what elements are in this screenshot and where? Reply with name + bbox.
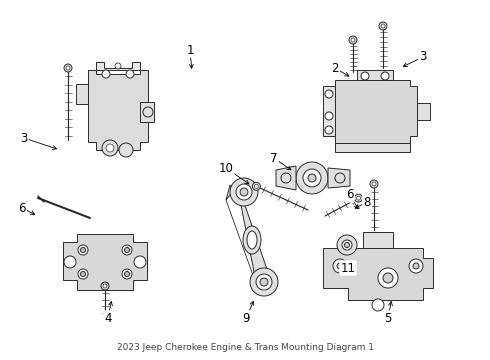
Circle shape bbox=[378, 268, 398, 288]
Circle shape bbox=[119, 143, 133, 157]
Polygon shape bbox=[323, 248, 433, 300]
Text: 10: 10 bbox=[219, 162, 233, 175]
Circle shape bbox=[78, 245, 88, 255]
Circle shape bbox=[325, 90, 333, 98]
Circle shape bbox=[409, 259, 423, 273]
Polygon shape bbox=[323, 86, 335, 136]
Circle shape bbox=[303, 169, 321, 187]
Text: 4: 4 bbox=[104, 311, 112, 324]
Ellipse shape bbox=[243, 226, 261, 254]
Circle shape bbox=[349, 36, 357, 44]
Text: 5: 5 bbox=[384, 311, 392, 324]
Circle shape bbox=[372, 299, 384, 311]
Text: 9: 9 bbox=[242, 311, 250, 324]
Circle shape bbox=[80, 271, 85, 276]
Circle shape bbox=[134, 256, 146, 268]
Circle shape bbox=[240, 188, 248, 196]
Circle shape bbox=[333, 259, 347, 273]
Circle shape bbox=[379, 22, 387, 30]
Circle shape bbox=[126, 70, 134, 78]
Circle shape bbox=[80, 248, 85, 252]
Text: 3: 3 bbox=[419, 50, 427, 63]
Circle shape bbox=[308, 174, 316, 182]
Polygon shape bbox=[88, 70, 148, 150]
Circle shape bbox=[236, 184, 252, 200]
Circle shape bbox=[260, 278, 268, 286]
Circle shape bbox=[101, 282, 109, 290]
Text: 3: 3 bbox=[20, 131, 28, 144]
Polygon shape bbox=[96, 62, 140, 70]
Polygon shape bbox=[140, 102, 154, 122]
Circle shape bbox=[143, 107, 153, 117]
Circle shape bbox=[230, 178, 258, 206]
Circle shape bbox=[361, 72, 369, 80]
Circle shape bbox=[103, 284, 107, 288]
Circle shape bbox=[383, 273, 393, 283]
Polygon shape bbox=[276, 166, 296, 190]
Text: 8: 8 bbox=[363, 195, 371, 208]
Circle shape bbox=[325, 112, 333, 120]
Circle shape bbox=[372, 182, 376, 186]
Text: 2: 2 bbox=[331, 62, 339, 75]
Circle shape bbox=[250, 268, 278, 296]
Polygon shape bbox=[357, 70, 393, 80]
Circle shape bbox=[102, 140, 118, 156]
Polygon shape bbox=[417, 103, 430, 120]
Text: 2023 Jeep Cherokee Engine & Trans Mounting Diagram 1: 2023 Jeep Cherokee Engine & Trans Mounti… bbox=[117, 343, 373, 352]
Circle shape bbox=[122, 269, 132, 279]
Circle shape bbox=[106, 144, 114, 152]
Circle shape bbox=[122, 245, 132, 255]
Circle shape bbox=[413, 263, 419, 269]
Circle shape bbox=[344, 243, 349, 248]
Circle shape bbox=[281, 173, 291, 183]
Circle shape bbox=[337, 235, 357, 255]
Circle shape bbox=[124, 271, 129, 276]
Circle shape bbox=[335, 173, 345, 183]
Circle shape bbox=[66, 66, 70, 70]
Polygon shape bbox=[226, 185, 270, 292]
Circle shape bbox=[254, 184, 258, 188]
Polygon shape bbox=[335, 143, 410, 152]
Circle shape bbox=[370, 180, 378, 188]
Circle shape bbox=[256, 274, 272, 290]
Circle shape bbox=[115, 63, 121, 69]
Polygon shape bbox=[328, 168, 350, 188]
Ellipse shape bbox=[247, 231, 257, 249]
Text: 6: 6 bbox=[346, 189, 354, 202]
Circle shape bbox=[252, 182, 260, 190]
Text: 1: 1 bbox=[186, 44, 194, 57]
Polygon shape bbox=[363, 232, 393, 248]
Circle shape bbox=[381, 72, 389, 80]
Circle shape bbox=[102, 70, 110, 78]
Text: 11: 11 bbox=[341, 261, 356, 274]
Circle shape bbox=[296, 162, 328, 194]
Circle shape bbox=[351, 38, 355, 42]
Text: 6: 6 bbox=[18, 202, 26, 215]
Polygon shape bbox=[335, 80, 417, 143]
Circle shape bbox=[325, 126, 333, 134]
Circle shape bbox=[357, 196, 361, 200]
Circle shape bbox=[78, 269, 88, 279]
Circle shape bbox=[342, 240, 352, 250]
Polygon shape bbox=[63, 234, 147, 290]
Polygon shape bbox=[76, 84, 88, 104]
Circle shape bbox=[64, 256, 76, 268]
Text: 7: 7 bbox=[270, 152, 278, 165]
Circle shape bbox=[337, 263, 343, 269]
Circle shape bbox=[64, 64, 72, 72]
Circle shape bbox=[124, 248, 129, 252]
Circle shape bbox=[381, 24, 385, 28]
Circle shape bbox=[355, 194, 363, 202]
